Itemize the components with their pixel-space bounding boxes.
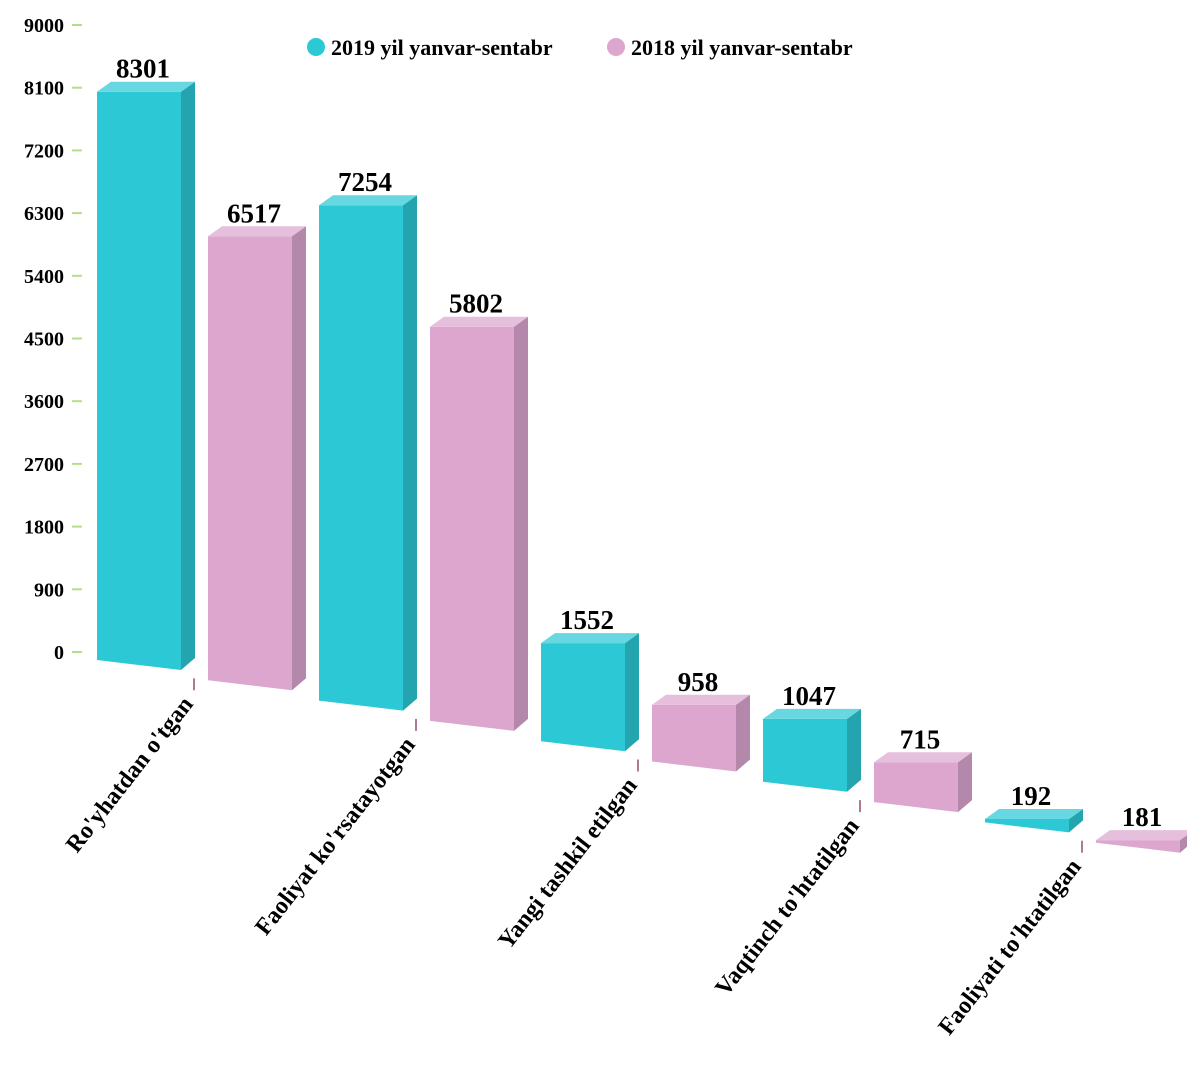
legend-swatch-2018 — [607, 38, 625, 56]
data-label: 8301 — [116, 54, 170, 84]
data-label: 1047 — [782, 681, 836, 711]
bar-top-face — [985, 809, 1083, 820]
legend-label-2018: 2018 yil yanvar-sentabr — [631, 35, 853, 60]
bar-front-face — [319, 205, 403, 711]
bar-2019-1: 7254 — [319, 167, 417, 711]
bar-2018-1: 5802 — [430, 289, 528, 731]
bar-top-face — [652, 694, 750, 705]
y-tick-label: 4500 — [24, 329, 64, 351]
bar-side-face — [847, 708, 861, 792]
y-tick-label: 0 — [54, 642, 64, 664]
y-tick-label: 1800 — [24, 517, 64, 539]
bar-side-face — [403, 195, 417, 711]
bar-2019-4: 192 — [985, 781, 1083, 833]
x-category-label: Faoliyat ko'rsatayotgan — [250, 733, 420, 941]
y-tick-label: 7200 — [24, 140, 64, 162]
legend-swatch-2019 — [307, 38, 325, 56]
bar-top-face — [541, 633, 639, 644]
bar-side-face — [958, 752, 972, 813]
data-label: 1552 — [560, 605, 614, 635]
x-category-label: Yangi tashkil etilgan — [493, 773, 642, 954]
data-label: 6517 — [227, 198, 281, 228]
data-label: 958 — [678, 667, 719, 697]
y-tick-label: 2700 — [24, 454, 64, 476]
x-category-label: Faoliyati to'htatilgan — [934, 854, 1087, 1040]
bars: 181 192 715 1047 958 1552 5802 7254 6517 8301 — [97, 54, 1187, 853]
bar-top-face — [208, 226, 306, 237]
bar-side-face — [736, 694, 750, 772]
y-tick-label: 8100 — [24, 78, 64, 100]
bar-front-face — [97, 91, 181, 670]
bar-front-face — [541, 643, 625, 752]
bar-side-face — [1180, 835, 1187, 853]
bar-top-face — [97, 81, 195, 92]
legend-label-2019: 2019 yil yanvar-sentabr — [331, 35, 553, 60]
data-label: 5802 — [449, 289, 503, 319]
data-label: 715 — [900, 724, 941, 754]
bar-front-face — [652, 704, 736, 772]
bar-2019-0: 8301 — [97, 54, 195, 670]
bar-top-face — [874, 752, 972, 763]
bar-side-face — [292, 226, 306, 691]
y-tick-label: 900 — [34, 579, 64, 601]
bar-top-face — [763, 708, 861, 719]
data-label: 7254 — [338, 167, 392, 197]
x-category-label: Ro'yhatdan o'tgan — [61, 692, 198, 858]
bar-front-face — [1096, 840, 1180, 853]
bar-top-face — [1096, 830, 1187, 841]
bar-front-face — [208, 236, 292, 691]
bar-2019-3: 1047 — [763, 681, 861, 792]
bar-front-face — [874, 762, 958, 813]
bar-2018-2: 958 — [652, 667, 750, 772]
y-tick-label: 6300 — [24, 203, 64, 225]
y-tick-label: 5400 — [24, 266, 64, 288]
bar-2018-3: 715 — [874, 724, 972, 813]
bar-top-face — [430, 316, 528, 327]
bar-2018-4: 181 — [1096, 802, 1187, 853]
y-tick-label: 9000 — [24, 15, 64, 37]
bar-front-face — [763, 718, 847, 792]
data-label: 181 — [1122, 802, 1163, 832]
bar-side-face — [181, 81, 195, 670]
bar-top-face — [319, 195, 417, 206]
bar-front-face — [985, 819, 1069, 833]
bar-front-face — [430, 326, 514, 731]
bar-side-face — [1069, 809, 1083, 833]
bar-2018-0: 6517 — [208, 198, 306, 691]
data-label: 192 — [1011, 781, 1052, 811]
bar-side-face — [625, 633, 639, 752]
bar-side-face — [514, 316, 528, 731]
y-tick-label: 3600 — [24, 391, 64, 413]
bar-2019-2: 1552 — [541, 605, 639, 752]
x-category-label: Vaqtinch to'htatilgan — [711, 814, 865, 1001]
chart-legend: 2019 yil yanvar-sentabr 2018 yil yanvar-… — [307, 35, 853, 60]
